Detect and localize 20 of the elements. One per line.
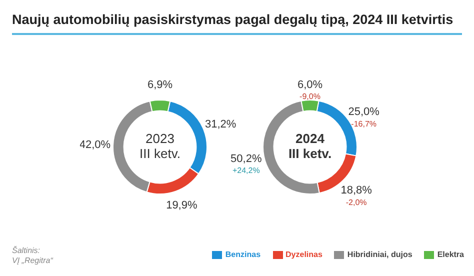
data-label: 50,2% (230, 153, 262, 166)
text: 2023 III ketv. (140, 131, 180, 162)
data-label: 25,0% (348, 106, 380, 118)
data-label: 6,9% (147, 79, 173, 92)
chart-title: Naujų automobilių pasiskirstymas pagal degalų tipą, 2024 III ketvirtis (12, 12, 462, 35)
text: -2,0% (346, 198, 367, 207)
legend-label: Dyzelinas (286, 250, 322, 259)
text: 2024 III ketv. (288, 131, 332, 162)
data-label: 18,8% (340, 184, 372, 197)
text: Šaltinis: VĮ „Regitra“ (12, 246, 53, 266)
data-label: 19,9% (166, 199, 198, 212)
legend-label: Elektra (437, 250, 464, 259)
data-label: 42,0% (79, 138, 111, 151)
text: -9,0% (300, 92, 320, 102)
text: +24,2% (232, 166, 260, 176)
legend-label: Benzinas (225, 250, 261, 259)
text: -16,7% (351, 119, 377, 128)
data-label: 6,0% (297, 79, 323, 92)
legend-label: Hibridiniai, dujos (347, 250, 412, 259)
data-label: 31,2% (205, 118, 236, 130)
